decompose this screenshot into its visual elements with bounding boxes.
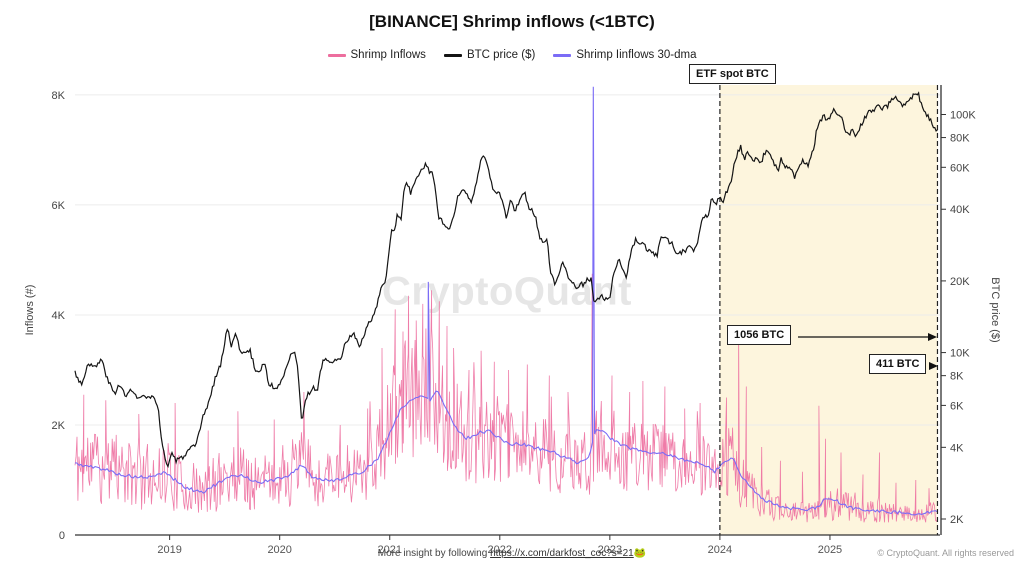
right-tick-label: 40K bbox=[950, 204, 970, 216]
btc-price-series bbox=[74, 91, 938, 469]
x-tick-label: 2024 bbox=[708, 544, 732, 556]
footer-text: More insight by following bbox=[377, 548, 491, 559]
legend-label-btc-price: BTC price ($) bbox=[466, 49, 536, 61]
x-tick-label: 2020 bbox=[267, 544, 291, 556]
legend: Shrimp Inflows BTC price ($) Shrimp Iinf… bbox=[0, 49, 1024, 61]
x-tick-label: 2021 bbox=[378, 544, 402, 556]
footer-note: More insight by following https://x.com/… bbox=[0, 548, 1024, 559]
right-tick-label: 10K bbox=[950, 348, 970, 360]
arrow-1056-head bbox=[928, 333, 937, 341]
left-tick-label: 2K bbox=[52, 420, 66, 432]
right-tick-label: 4K bbox=[950, 442, 964, 454]
left-tick-label: 6K bbox=[52, 200, 66, 212]
footer-link[interactable]: https://x.com/darkfost_coc?s=21 bbox=[490, 548, 634, 559]
cryptoquant-watermark: CryptoQuant bbox=[382, 269, 632, 314]
arrow-411-head bbox=[929, 362, 938, 370]
legend-swatch-btc-price bbox=[443, 53, 462, 57]
right-tick-label: 6K bbox=[950, 400, 964, 412]
annotation-1056-btc: 1056 BTC bbox=[727, 325, 792, 346]
shrimp-inflows-30dma-series bbox=[74, 86, 938, 516]
legend-swatch-shrimp-inflows bbox=[327, 53, 346, 57]
right-tick-label: 20K bbox=[950, 276, 970, 288]
copyright: © CryptoQuant. All rights reserved bbox=[877, 548, 1014, 558]
right-tick-label: 80K bbox=[950, 133, 970, 145]
right-tick-label: 60K bbox=[950, 162, 970, 174]
legend-item-30dma: Shrimp Iinflows 30-dma bbox=[553, 49, 696, 61]
shrimp-inflows-series bbox=[74, 273, 938, 523]
legend-label-shrimp-inflows: Shrimp Inflows bbox=[350, 49, 426, 61]
right-tick-label: 100K bbox=[950, 109, 976, 121]
legend-item-shrimp-inflows: Shrimp Inflows bbox=[327, 49, 426, 61]
right-tick-label: 8K bbox=[950, 371, 964, 383]
x-tick-label: 2025 bbox=[818, 544, 842, 556]
left-tick-label: 4K bbox=[52, 310, 66, 322]
right-tick-label: 2K bbox=[950, 514, 964, 526]
x-tick-label: 2022 bbox=[488, 544, 512, 556]
etf-spot-btc-annotation: ETF spot BTC bbox=[689, 64, 776, 85]
left-tick-label: 8K bbox=[52, 90, 66, 102]
x-tick-label: 2023 bbox=[598, 544, 622, 556]
legend-label-30dma: Shrimp Iinflows 30-dma bbox=[576, 49, 697, 61]
left-tick-label: 0 bbox=[59, 530, 65, 542]
post-etf-shaded-region bbox=[719, 85, 938, 535]
annotation-411-btc: 411 BTC bbox=[869, 354, 927, 375]
legend-swatch-30dma bbox=[553, 53, 572, 57]
legend-item-btc-price: BTC price ($) bbox=[443, 49, 536, 61]
chart-title: [BINANCE] Shrimp inflows (<1BTC) bbox=[369, 12, 655, 31]
frog-emoji: 🐸 bbox=[633, 548, 647, 559]
x-tick-label: 2019 bbox=[157, 544, 181, 556]
